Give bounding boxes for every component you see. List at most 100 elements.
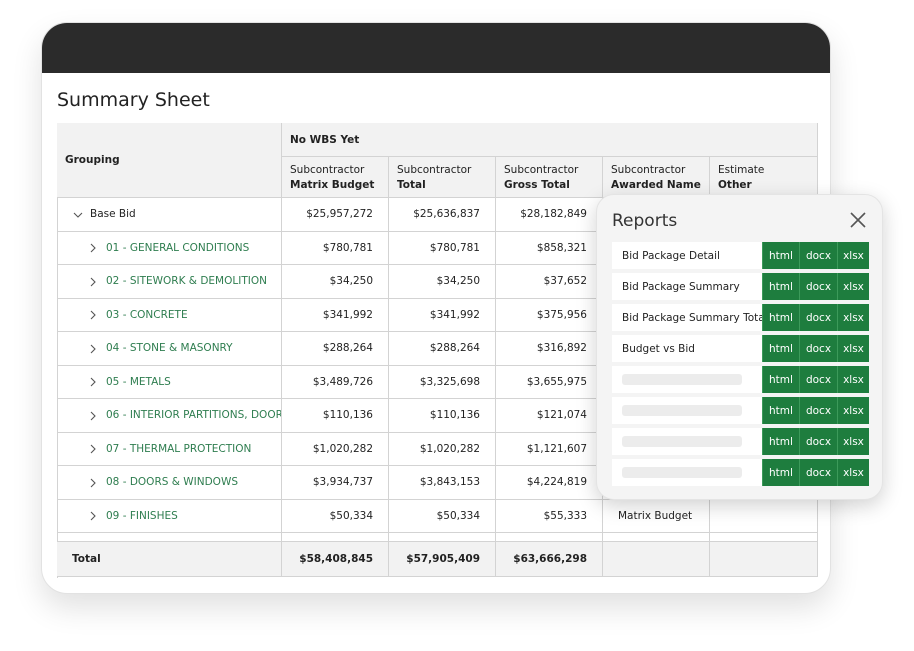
header-line: Matrix Budget	[290, 178, 375, 191]
expand-icon[interactable]	[73, 210, 83, 220]
table-cell: $34,250	[282, 265, 389, 299]
table-cell: $37,652	[496, 265, 603, 299]
table-cell: $34,250	[389, 265, 496, 299]
format-button[interactable]: docx	[799, 273, 837, 300]
total-cell	[603, 542, 710, 577]
placeholder-bar	[622, 374, 742, 385]
format-button[interactable]: html	[762, 397, 799, 424]
format-button[interactable]: html	[762, 273, 799, 300]
header-line: Estimate	[718, 163, 765, 176]
table-cell: $858,321	[496, 231, 603, 265]
table-cell: $25,957,272	[282, 198, 389, 232]
format-button[interactable]: xlsx	[837, 397, 869, 424]
table-cell: $1,020,282	[282, 432, 389, 466]
row-label[interactable]: 03 - CONCRETE	[57, 298, 282, 332]
reports-popup: Reports Bid Package Detail html docx xlsx Bi…	[596, 194, 883, 500]
format-button[interactable]: html	[762, 242, 799, 269]
spacer-cell	[282, 533, 389, 542]
column-header: Estimate Other	[710, 157, 818, 198]
row-label[interactable]: 05 - METALS	[57, 365, 282, 399]
table-cell: $121,074	[496, 399, 603, 433]
placeholder-bar	[622, 405, 742, 416]
format-button[interactable]: xlsx	[837, 273, 869, 300]
placeholder-bar	[622, 467, 742, 478]
column-header: Subcontractor Gross Total	[496, 157, 603, 198]
format-button[interactable]: xlsx	[837, 459, 869, 486]
header-line: Other	[718, 178, 752, 191]
row-label[interactable]: 08 - DOORS & WINDOWS	[57, 466, 282, 500]
header-line: Total	[397, 178, 426, 191]
format-button[interactable]: docx	[799, 366, 837, 393]
table-cell: $25,636,837	[389, 198, 496, 232]
table-cell: $1,121,607	[496, 432, 603, 466]
expand-icon[interactable]	[88, 243, 98, 253]
format-button[interactable]: docx	[799, 459, 837, 486]
column-header: Subcontractor Awarded Name	[603, 157, 710, 198]
table-cell: $780,781	[389, 231, 496, 265]
format-button[interactable]: xlsx	[837, 304, 869, 331]
table-cell: $28,182,849	[496, 198, 603, 232]
report-name	[612, 397, 762, 424]
format-button[interactable]: html	[762, 428, 799, 455]
format-button[interactable]: docx	[799, 304, 837, 331]
grouping-header: Grouping	[57, 123, 282, 198]
table-cell: $110,136	[282, 399, 389, 433]
table-cell: $110,136	[389, 399, 496, 433]
total-label: Total	[57, 542, 282, 577]
row-label[interactable]: 04 - STONE & MASONRY	[57, 332, 282, 366]
format-button[interactable]: xlsx	[837, 335, 869, 362]
table-cell: $341,992	[282, 298, 389, 332]
row-label[interactable]: 06 - INTERIOR PARTITIONS, DOORS A	[57, 399, 282, 433]
expand-icon[interactable]	[88, 444, 98, 454]
header-line: Awarded Name	[611, 178, 701, 191]
expand-icon[interactable]	[88, 277, 98, 287]
format-button[interactable]: docx	[799, 428, 837, 455]
total-cell: $58,408,845	[282, 542, 389, 577]
table-cell: Matrix Budget	[603, 499, 710, 533]
header-line: Gross Total	[504, 178, 570, 191]
close-button[interactable]	[849, 211, 867, 229]
table-cell: $288,264	[282, 332, 389, 366]
popup-title: Reports	[612, 211, 678, 231]
report-name: Bid Package Summary	[612, 273, 762, 300]
format-button[interactable]: docx	[799, 335, 837, 362]
table-cell: $50,334	[282, 499, 389, 533]
format-button[interactable]: html	[762, 366, 799, 393]
format-button[interactable]: html	[762, 459, 799, 486]
expand-icon[interactable]	[88, 344, 98, 354]
table-cell: $288,264	[389, 332, 496, 366]
header-line: Subcontractor	[611, 163, 686, 176]
expand-icon[interactable]	[88, 310, 98, 320]
report-name	[612, 428, 762, 455]
row-label[interactable]: Base Bid	[57, 198, 282, 232]
format-button[interactable]: xlsx	[837, 366, 869, 393]
table-cell: $341,992	[389, 298, 496, 332]
table-cell: $50,334	[389, 499, 496, 533]
expand-icon[interactable]	[88, 377, 98, 387]
row-label[interactable]: 02 - SITEWORK & DEMOLITION	[57, 265, 282, 299]
format-button[interactable]: docx	[799, 242, 837, 269]
table-cell: $55,333	[496, 499, 603, 533]
total-cell: $57,905,409	[389, 542, 496, 577]
report-name	[612, 366, 762, 393]
format-button[interactable]: docx	[799, 397, 837, 424]
placeholder-bar	[622, 436, 742, 447]
spacer-cell	[710, 533, 818, 542]
report-name: Bid Package Summary Totals	[612, 304, 773, 331]
format-button[interactable]: html	[762, 335, 799, 362]
row-label[interactable]: 01 - GENERAL CONDITIONS	[57, 231, 282, 265]
expand-icon[interactable]	[88, 411, 98, 421]
format-button[interactable]: xlsx	[837, 428, 869, 455]
row-label[interactable]: 09 - FINISHES	[57, 499, 282, 533]
expand-icon[interactable]	[88, 478, 98, 488]
row-label[interactable]: 07 - THERMAL PROTECTION	[57, 432, 282, 466]
header-bar	[42, 23, 830, 73]
expand-icon[interactable]	[88, 511, 98, 521]
format-button[interactable]: html	[762, 304, 799, 331]
group-header: No WBS Yet	[282, 123, 818, 157]
report-name: Budget vs Bid	[612, 335, 762, 362]
table-cell: $1,020,282	[389, 432, 496, 466]
table-cell: $780,781	[282, 231, 389, 265]
format-button[interactable]: xlsx	[837, 242, 869, 269]
